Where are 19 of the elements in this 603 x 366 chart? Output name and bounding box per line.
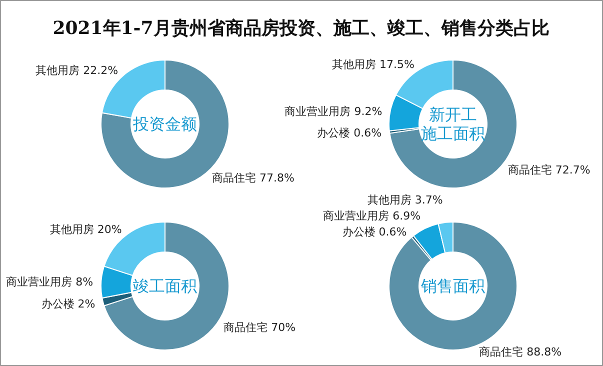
- text: 竣工面积: [133, 276, 197, 296]
- slice-label: 商品住宅 70%: [224, 320, 296, 334]
- slice-label: 其他用房 22.2%: [36, 64, 118, 78]
- slice-label: 商业营业用房 9.2%: [284, 105, 382, 118]
- slice-label: 商品住宅 88.8%: [479, 346, 562, 359]
- slice-label: 商品住宅 72.7%: [508, 164, 590, 177]
- slice-label: 办公楼 0.6%: [342, 226, 407, 239]
- text: 2021年1-7月贵州省商品房投资、施工、竣工、销售分类占比: [52, 18, 550, 39]
- slice-label: 商业营业用房 6.9%: [323, 210, 421, 223]
- slice-label: 其他用房 20%: [50, 223, 122, 236]
- slice-label: 办公楼 0.6%: [317, 126, 382, 140]
- slice-label: 商品住宅 77.8%: [212, 172, 294, 185]
- slice-label: 其他用房 3.7%: [367, 194, 443, 207]
- slice-label: 办公楼 2%: [41, 297, 96, 310]
- text: 新开工施工面积: [421, 105, 485, 144]
- slice-label: 商业营业用房 8%: [6, 275, 94, 288]
- text: 投资金额: [132, 114, 197, 134]
- slice-label: 其他用房 17.5%: [332, 58, 414, 72]
- text: 销售面积: [420, 276, 485, 296]
